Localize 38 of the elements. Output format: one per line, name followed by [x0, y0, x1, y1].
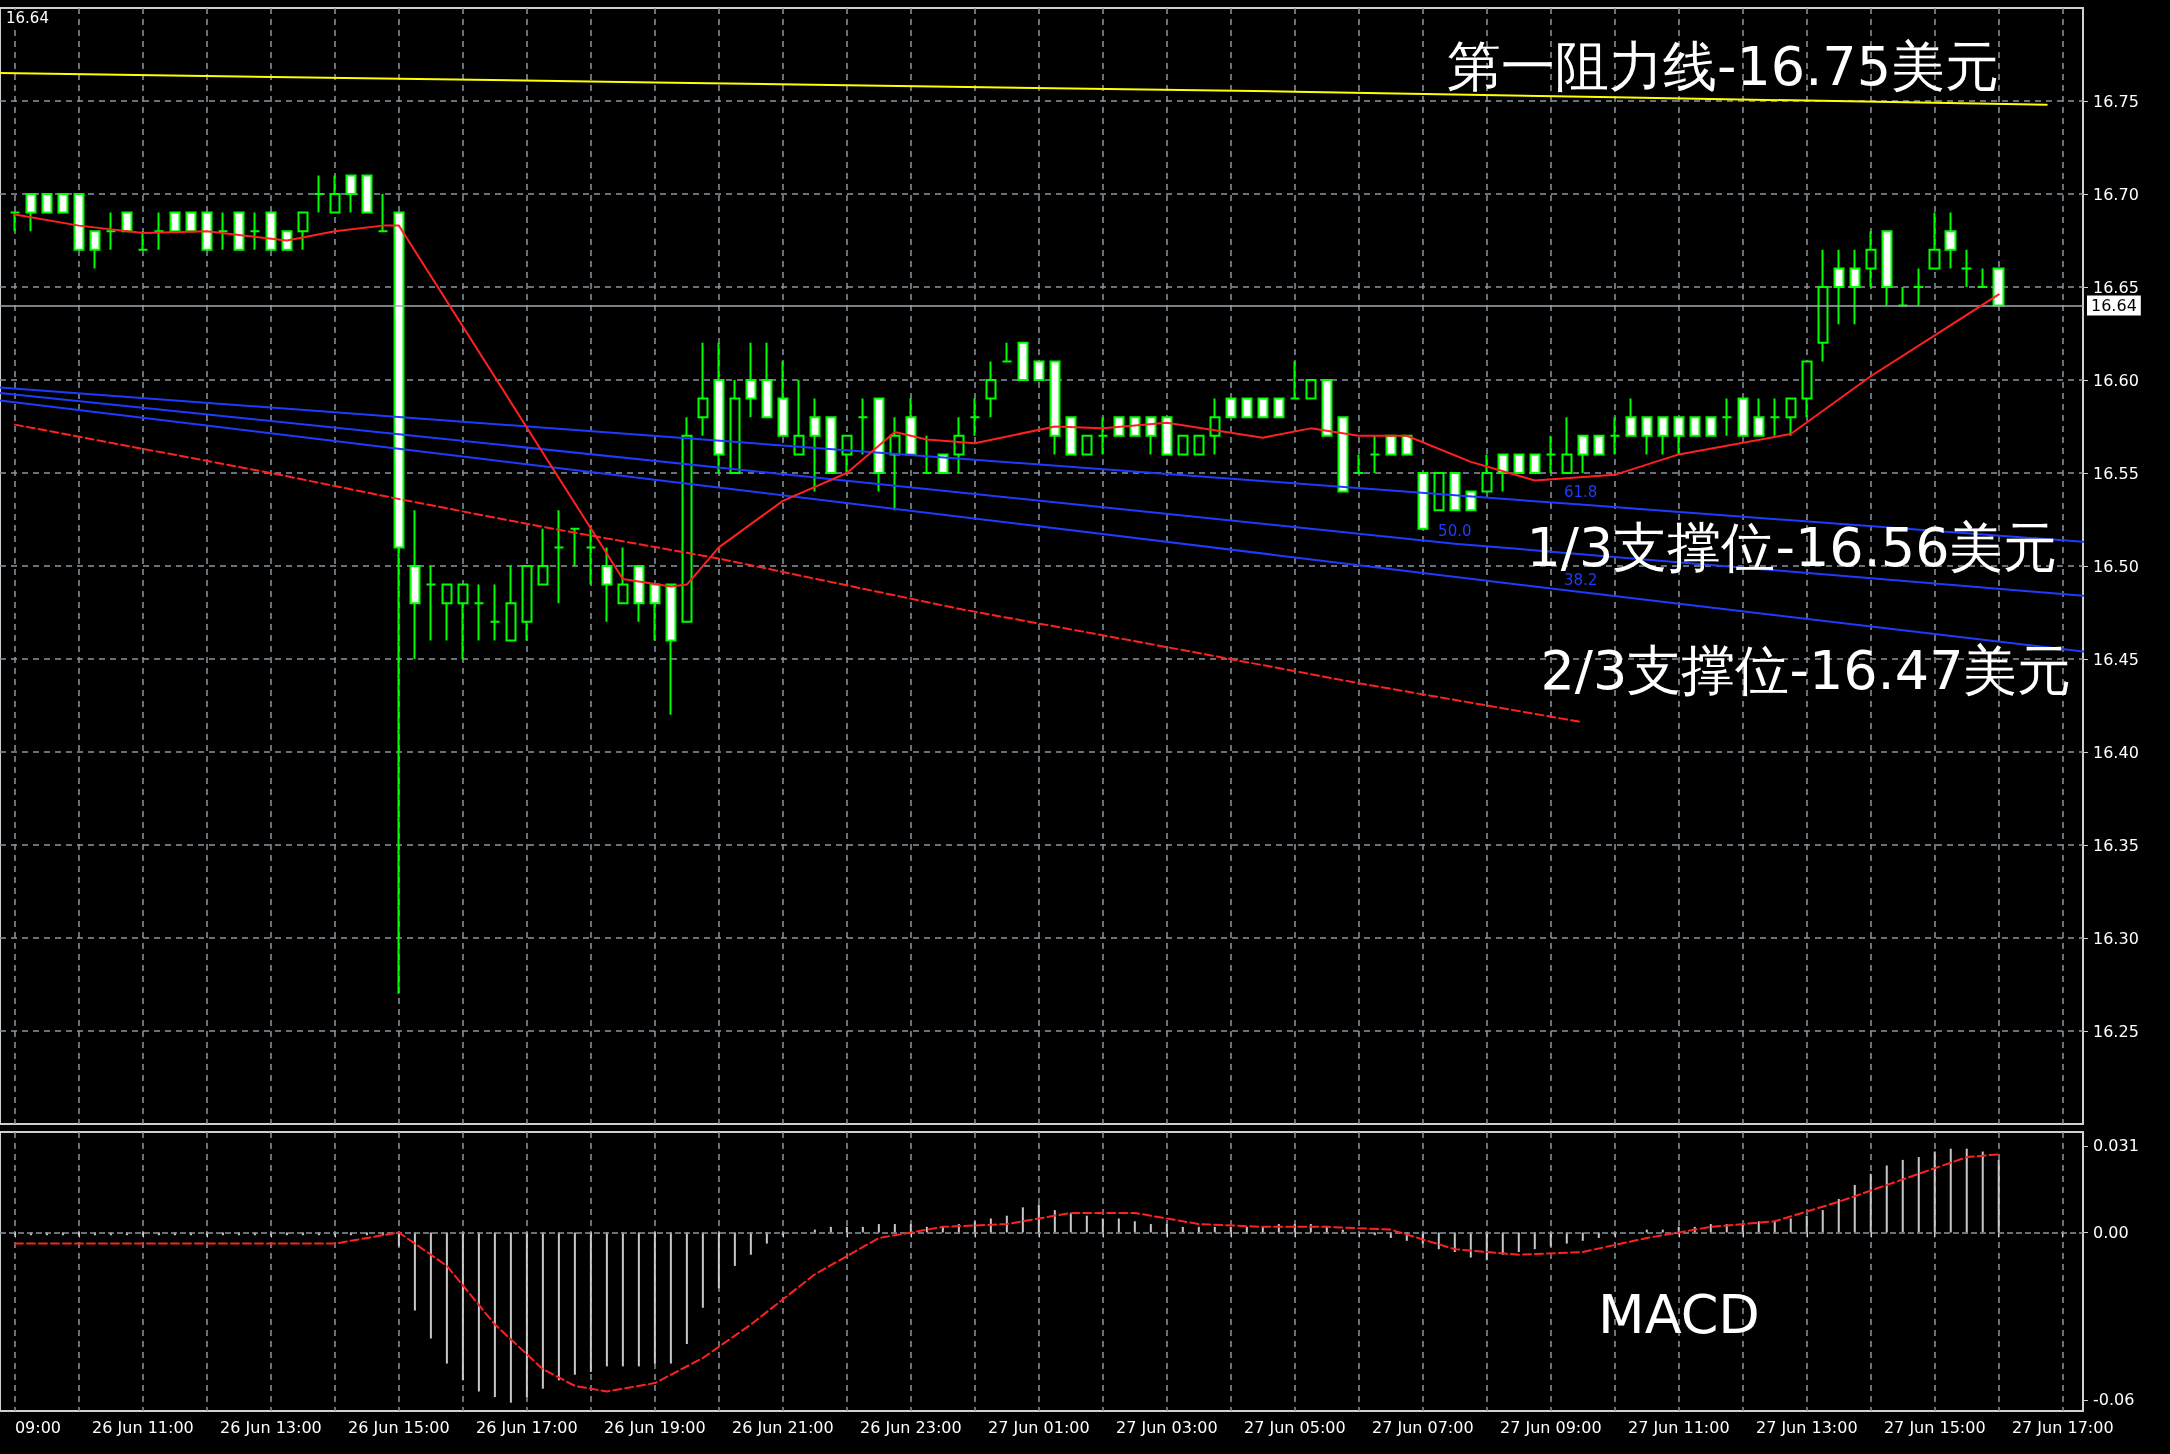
x-tick-label: 27 Jun 03:00 [1116, 1417, 1218, 1437]
annotation: 2/3支撑位-16.47美元 [1540, 638, 2072, 702]
x-tick-label: 26 Jun 15:00 [348, 1417, 450, 1437]
x-tick-label: 26 Jun 17:00 [476, 1417, 578, 1437]
series-label: 61.8 [1563, 483, 1598, 502]
y-tick-label: 0.00 [2093, 1222, 2129, 1242]
y-tick-label: 16.50 [2093, 556, 2139, 576]
y-tick-label: 16.30 [2093, 928, 2139, 948]
y-tick-label: 16.55 [2093, 463, 2139, 483]
x-tick-label: 27 Jun 17:00 [2011, 1417, 2114, 1437]
x-tick-label: 27 Jun 07:00 [1371, 1417, 1474, 1437]
y-tick-label: 16.75 [2093, 91, 2139, 111]
y-tick-label: 16.60 [2093, 370, 2139, 390]
x-tick-label: 26 Jun 11:00 [92, 1417, 194, 1437]
annotation: 第一阻力线-16.75美元 [1446, 34, 2000, 98]
x-tick-label: 27 Jun 01:00 [988, 1417, 1090, 1437]
x-tick-label: 27 Jun 05:00 [1243, 1417, 1346, 1437]
annotation: MACD [1598, 1282, 1760, 1346]
x-tick-label: 27 Jun 11:00 [1627, 1417, 1730, 1437]
x-tick-label: 27 Jun 15:00 [1883, 1417, 1986, 1437]
x-tick-label: 26 Jun 19:00 [604, 1417, 706, 1437]
series-label: 50.0 [1438, 522, 1472, 541]
annotation: 16.64 [6, 8, 49, 27]
y-tick-label: 16.40 [2093, 742, 2139, 762]
x-tick-label: 27 Jun 09:00 [1499, 1417, 1602, 1437]
x-tick-label: 26 Jun 21:00 [732, 1417, 834, 1437]
x-tick-label: 26 Jun 23:00 [860, 1417, 962, 1437]
y-tick-label: 16.45 [2093, 649, 2139, 669]
y-tick-label: 16.25 [2093, 1021, 2139, 1041]
y-tick-label: 0.031 [2093, 1136, 2139, 1156]
y-tick-label: 16.70 [2093, 184, 2139, 204]
x-tick-label: 26 Jun 13:00 [220, 1417, 322, 1437]
y-tick-label: 16.65 [2093, 277, 2139, 297]
x-tick-label: 27 Jun 13:00 [1755, 1417, 1858, 1437]
y-tick-label: -0.06 [2093, 1390, 2135, 1410]
x-tick-label: 09:00 [14, 1417, 62, 1437]
y-tick-label: 16.35 [2093, 835, 2139, 855]
ref-line-label: 16.64 [2091, 296, 2137, 316]
